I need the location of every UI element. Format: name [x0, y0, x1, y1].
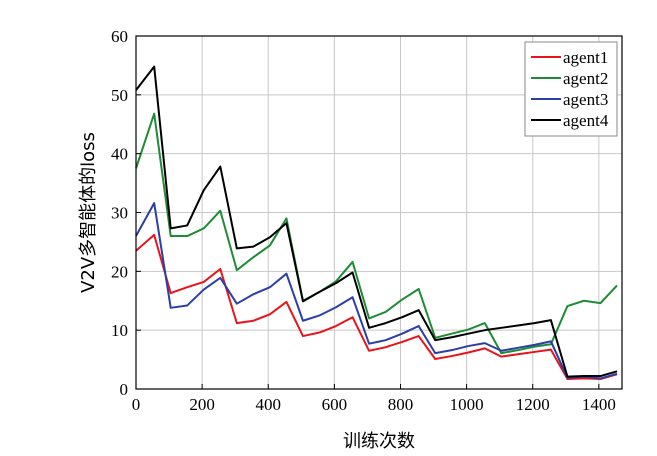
x-tick-label: 800 [388, 395, 414, 414]
series-lines [135, 65, 618, 380]
x-tick-label: 1400 [582, 395, 616, 414]
y-tick-label: 30 [111, 204, 128, 223]
x-tick-label: 1200 [516, 395, 550, 414]
y-tick-label: 20 [111, 262, 128, 281]
series-line-agent4 [135, 65, 618, 378]
y-tick-label: 50 [111, 86, 128, 105]
x-tick-label: 200 [189, 395, 215, 414]
legend-label-agent2: agent2 [563, 69, 608, 88]
x-tick-label: 0 [132, 395, 141, 414]
x-tick-label: 400 [255, 395, 281, 414]
legend-label-agent1: agent1 [563, 48, 608, 67]
x-tick-label: 1000 [450, 395, 484, 414]
y-tick-label: 10 [111, 321, 128, 340]
y-tick-label: 60 [111, 27, 128, 46]
axis-ticks: 0 200 400 600 800 1000 1200 1400 0 10 20 30 40 50 60 [111, 27, 616, 414]
y-axis-label: V2V多智能体的loss [78, 132, 99, 293]
y-tick-label: 0 [120, 380, 129, 399]
legend-label-agent4: agent4 [563, 111, 609, 130]
series-line-agent1 [135, 233, 618, 380]
series-line-agent2 [135, 112, 618, 355]
x-tick-label: 600 [322, 395, 348, 414]
x-axis-label: 训练次数 [343, 431, 415, 452]
legend: agent1 agent2 agent3 agent4 [524, 41, 618, 137]
series-line-agent3 [135, 202, 618, 380]
legend-label-agent3: agent3 [563, 90, 608, 109]
y-tick-label: 40 [111, 145, 128, 164]
